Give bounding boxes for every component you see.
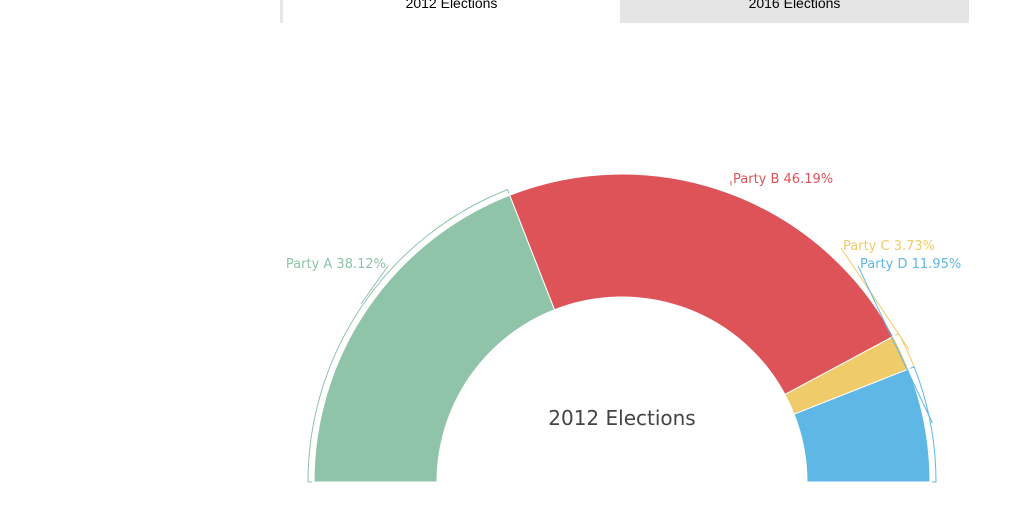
label-party-b: Party B 46.19% [733,172,833,187]
chart-slices [313,173,931,483]
label-party-c: Party C 3.73% [843,239,935,254]
tab-2012-elections[interactable]: 2012 Elections [283,0,620,23]
slice-party-b[interactable] [509,173,895,396]
slice-party-a[interactable] [313,194,556,483]
chart-leader-lines [307,180,937,483]
election-tabs: 2012 Elections 2016 Elections [280,0,969,23]
label-party-d: Party D 11.95% [860,257,961,272]
tab-2016-elections[interactable]: 2016 Elections [620,0,969,23]
slice-party-d[interactable] [793,368,931,483]
chart-center-title: 2012 Elections [548,406,695,430]
label-party-a: Party A 38.12% [286,257,386,272]
chart-labels: Party A 38.12% Party B 46.19% Party C 3.73… [286,172,961,272]
